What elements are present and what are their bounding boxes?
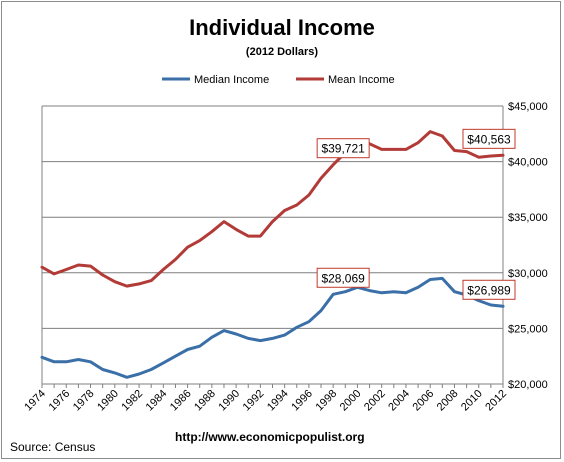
source-url: http://www.economicpopulist.org <box>175 430 365 444</box>
x-tick-label: 1986 <box>168 388 194 414</box>
callout-label: $40,563 <box>467 132 511 146</box>
x-tick-label: 1980 <box>95 388 121 414</box>
y-tick-label: $35,000 <box>508 212 548 224</box>
x-tick-label: 1974 <box>22 388 48 414</box>
y-tick-label: $40,000 <box>508 157 548 169</box>
mean-income-line <box>40 130 505 288</box>
chart-title: Individual Income <box>189 15 375 40</box>
plot-area: $20,000 $25,000 $30,000 $35,000 $40,000 $45,0… <box>22 101 547 413</box>
callout-box <box>462 128 516 149</box>
x-tick-label: 2010 <box>459 388 485 414</box>
callout-label: $28,069 <box>321 271 365 285</box>
callout-box <box>462 279 516 300</box>
callout-label: $26,989 <box>467 283 511 297</box>
x-tick-label: 2002 <box>362 388 388 414</box>
x-tick-label: 2012 <box>483 388 509 414</box>
x-tick-label: 1978 <box>71 388 97 414</box>
x-tick-label: 1998 <box>313 388 339 414</box>
legend-median-label: Median Income <box>194 74 269 86</box>
callout-label: $39,721 <box>321 142 365 156</box>
y-tick-label: $30,000 <box>508 268 548 280</box>
x-tick-label: 1992 <box>241 388 267 414</box>
x-tick-label: 1976 <box>47 388 73 414</box>
chart-subtitle: (2012 Dollars) <box>246 46 318 58</box>
source-note: Source: Census <box>10 440 95 454</box>
x-tick-label: 1988 <box>192 388 218 414</box>
x-tick-label: 2006 <box>411 388 437 414</box>
x-tick-label: 1982 <box>119 388 145 414</box>
x-tick-label: 1984 <box>144 388 170 414</box>
x-tick-label: 2008 <box>435 388 461 414</box>
legend: Median Income Mean Income <box>162 74 395 86</box>
x-tick-label: 1990 <box>216 388 242 414</box>
y-tick-label: $20,000 <box>508 379 548 391</box>
callout-box <box>316 267 370 288</box>
x-tick-label: 1996 <box>289 388 315 414</box>
callout-box <box>316 138 370 159</box>
x-tick-label: 2000 <box>338 388 364 414</box>
median-income-line <box>40 276 505 379</box>
y-tick-label: $45,000 <box>508 101 548 113</box>
y-tick-label: $25,000 <box>508 323 548 335</box>
x-tick-label: 1994 <box>265 388 291 414</box>
legend-mean-label: Mean Income <box>328 74 395 86</box>
x-tick-label: 2004 <box>386 388 412 414</box>
